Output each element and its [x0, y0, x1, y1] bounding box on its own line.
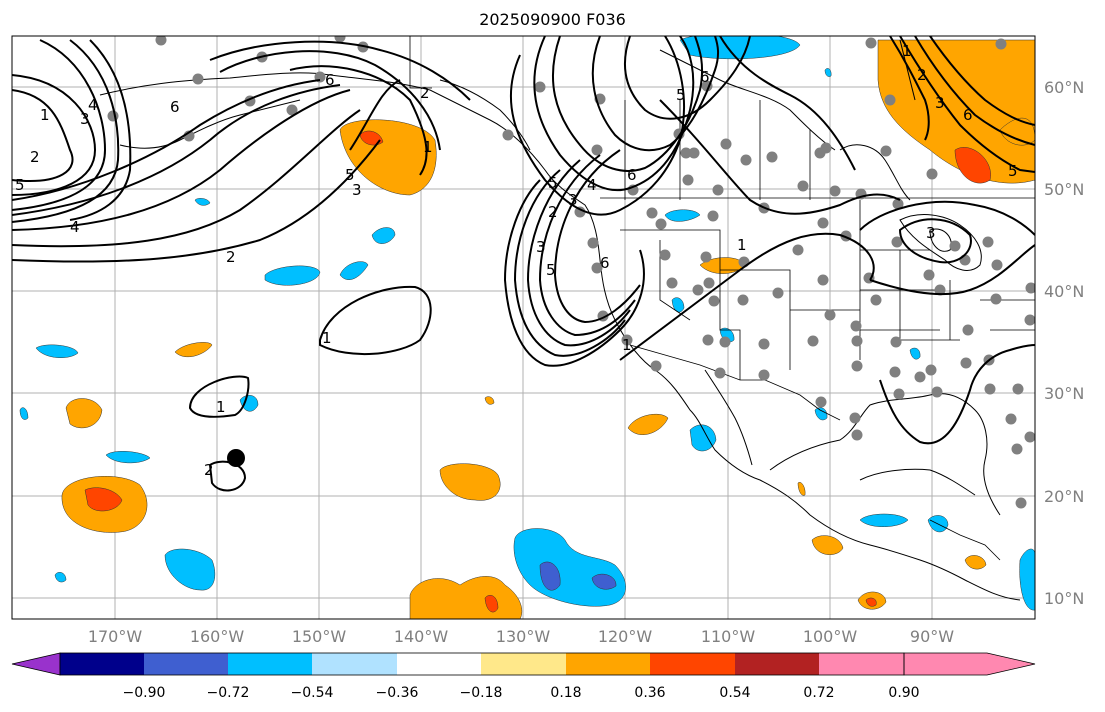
contour-label-group: 1 2 3 4 5 6 6 5 3 2 1 4 2 1 1 2 3 4 5 6 …: [15, 42, 1018, 479]
lon-label: 130°W: [496, 627, 551, 646]
contour-label: 6: [700, 68, 710, 86]
colorbar: −0.90 −0.72 −0.54 −0.36 −0.18 0.18 0.36 …: [11, 652, 1036, 701]
contour-label: 2: [226, 248, 236, 266]
contour-label: 2: [204, 461, 214, 479]
lat-label: 30°N: [1044, 384, 1084, 403]
contour-label: 3: [926, 224, 936, 242]
contour-label: 4: [70, 218, 80, 236]
contour-label: 6: [600, 254, 610, 272]
contour-label: 4: [88, 96, 98, 114]
contour-label: 6: [170, 98, 180, 116]
colorbar-tick-label: −0.72: [207, 685, 250, 701]
contour-label: 1: [216, 398, 226, 416]
colorbar-extend-left: [11, 652, 61, 676]
colorbar-segment: [228, 653, 312, 675]
lon-label: 100°W: [803, 627, 858, 646]
contour-label: 6: [325, 71, 335, 89]
contour-label: 2: [548, 203, 558, 221]
height-contours: [12, 36, 1035, 492]
colorbar-tick-label: −0.54: [291, 685, 334, 701]
colorbar-segment: [735, 653, 819, 675]
lat-label: 60°N: [1044, 78, 1084, 97]
contour-label: 6: [963, 106, 973, 124]
contour-label: 2: [30, 148, 40, 166]
contour-label: 1: [737, 236, 747, 254]
contour-label: 1: [40, 106, 50, 124]
contour-label: 1: [322, 329, 332, 347]
colorbar-extend-right: [903, 652, 1036, 676]
lon-label: 160°W: [190, 627, 245, 646]
colorbar-segment: [566, 653, 650, 675]
colorbar-segment: [819, 653, 904, 675]
latitude-labels: 60°N 50°N 40°N 30°N 20°N 10°N: [1044, 78, 1084, 608]
colorbar-tick-label: −0.36: [376, 685, 419, 701]
contour-label: 3: [80, 110, 90, 128]
map-title: 2025090900 F036: [479, 10, 626, 29]
contour-label: 2: [420, 84, 430, 102]
contour-label: 2: [917, 66, 927, 84]
colorbar-segment: [650, 653, 735, 675]
contour-label: 3: [536, 238, 546, 256]
lon-label: 150°W: [292, 627, 347, 646]
colorbar-segment: [312, 653, 397, 675]
lat-label: 40°N: [1044, 282, 1084, 301]
contour-label: 3: [352, 181, 362, 199]
coastlines: [99, 39, 1021, 601]
colorbar-tick-label: −0.90: [123, 685, 166, 701]
lon-label: 170°W: [88, 627, 143, 646]
colorbar-tick-label: 0.18: [550, 685, 581, 701]
contour-label: 5: [15, 176, 25, 194]
map-frame: [11, 35, 1036, 620]
colorbar-segment: [397, 653, 481, 675]
colorbar-segment: [144, 653, 228, 675]
contour-label: 5: [345, 166, 355, 184]
colorbar-segment: [481, 653, 566, 675]
lat-label: 50°N: [1044, 180, 1084, 199]
contour-label: 6: [627, 166, 637, 184]
lat-label: 20°N: [1044, 487, 1084, 506]
colorbar-segment: [60, 653, 144, 675]
colorbar-tick-label: 0.54: [719, 685, 750, 701]
lon-label: 120°W: [598, 627, 653, 646]
political-borders: [409, 36, 1035, 561]
lat-label: 10°N: [1044, 589, 1084, 608]
colorbar-ticks: −0.90 −0.72 −0.54 −0.36 −0.18 0.18 0.36 …: [123, 685, 920, 701]
contour-label: 4: [587, 176, 597, 194]
contour-label: 3: [935, 94, 945, 112]
colorbar-tick-label: −0.18: [460, 685, 503, 701]
shaded-anomalies: [19, 36, 1035, 619]
contour-label: 1: [423, 138, 433, 156]
contour-label: 1: [902, 42, 912, 60]
contour-label: 1: [622, 336, 632, 354]
contour-label: 5: [1008, 162, 1018, 180]
contour-label: 5: [676, 86, 686, 104]
colorbar-tick-label: 0.90: [888, 685, 919, 701]
center-marker: [227, 449, 245, 467]
contour-label: 5: [548, 174, 558, 192]
contour-label: 3: [568, 191, 578, 209]
lon-label: 90°W: [910, 627, 954, 646]
lon-label: 110°W: [701, 627, 756, 646]
longitude-labels: 170°W 160°W 150°W 140°W 130°W 120°W 110°…: [88, 627, 954, 646]
colorbar-tick-label: 0.72: [803, 685, 834, 701]
contour-label: 5: [546, 261, 556, 279]
lon-label: 140°W: [394, 627, 449, 646]
colorbar-tick-label: 0.36: [634, 685, 665, 701]
